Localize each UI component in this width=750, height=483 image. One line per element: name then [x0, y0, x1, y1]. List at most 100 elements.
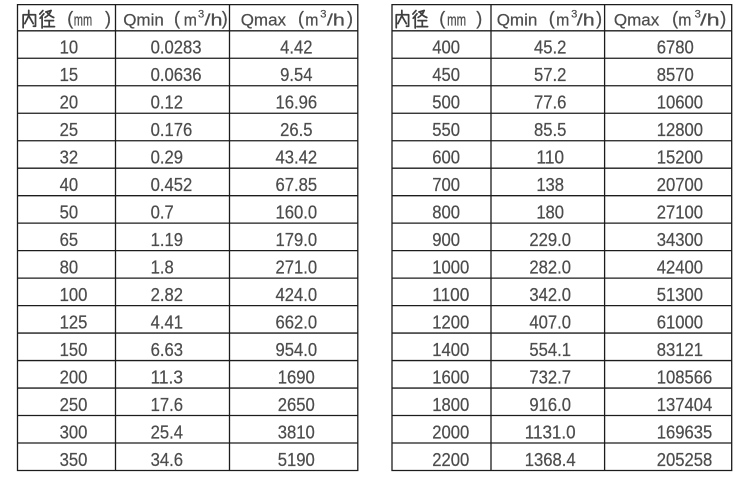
- svg-text:40: 40: [60, 175, 79, 195]
- svg-text:83121: 83121: [657, 340, 703, 360]
- svg-text:407.0: 407.0: [529, 313, 571, 333]
- svg-text:1131.0: 1131.0: [525, 422, 576, 442]
- svg-text:1000: 1000: [432, 258, 469, 278]
- svg-text:16.96: 16.96: [276, 93, 318, 113]
- svg-text:954.0: 954.0: [276, 340, 318, 360]
- svg-text:/h: /h: [577, 11, 595, 30]
- svg-text:1690: 1690: [278, 367, 315, 387]
- svg-text:45.2: 45.2: [534, 38, 566, 58]
- svg-text:5190: 5190: [278, 450, 315, 470]
- svg-text:43.42: 43.42: [276, 148, 318, 168]
- svg-text:450: 450: [432, 65, 460, 85]
- svg-text:110: 110: [536, 148, 564, 168]
- svg-text:179.0: 179.0: [276, 230, 318, 250]
- svg-text:Qmin: Qmin: [497, 11, 538, 30]
- svg-text:0.29: 0.29: [151, 148, 183, 168]
- svg-text:(: (: [174, 8, 180, 28]
- svg-text:51300: 51300: [657, 285, 703, 305]
- svg-text:10: 10: [60, 38, 79, 58]
- svg-text:): ): [347, 8, 353, 28]
- svg-text:67.85: 67.85: [276, 175, 318, 195]
- svg-text:(: (: [67, 8, 73, 28]
- svg-text:0.452: 0.452: [151, 175, 193, 195]
- svg-text:/h: /h: [205, 11, 223, 30]
- svg-text:42400: 42400: [657, 258, 703, 278]
- svg-text:27100: 27100: [657, 203, 703, 223]
- svg-text:2200: 2200: [432, 450, 469, 470]
- svg-text:10600: 10600: [657, 93, 703, 113]
- svg-text:1600: 1600: [432, 367, 469, 387]
- svg-text:150: 150: [60, 340, 88, 360]
- svg-text:554.1: 554.1: [529, 340, 571, 360]
- svg-text:400: 400: [432, 38, 460, 58]
- svg-text:662.0: 662.0: [276, 313, 318, 333]
- svg-text:): ): [596, 8, 602, 28]
- svg-text:1.19: 1.19: [151, 230, 183, 250]
- svg-text:6.63: 6.63: [151, 340, 183, 360]
- svg-text:(: (: [549, 8, 555, 28]
- svg-text:3: 3: [571, 8, 577, 20]
- svg-text:(: (: [298, 8, 304, 28]
- svg-text:80: 80: [60, 258, 79, 278]
- svg-text:8570: 8570: [657, 65, 694, 85]
- svg-text:15: 15: [60, 65, 79, 85]
- svg-text:342.0: 342.0: [529, 285, 571, 305]
- svg-text:11.3: 11.3: [151, 367, 183, 387]
- svg-text:15200: 15200: [657, 148, 703, 168]
- svg-text:160.0: 160.0: [276, 203, 318, 223]
- svg-text:Qmax: Qmax: [614, 11, 660, 30]
- svg-text:0.7: 0.7: [151, 203, 174, 223]
- svg-text:(: (: [672, 8, 678, 28]
- svg-text:25.4: 25.4: [151, 422, 183, 442]
- svg-text:169635: 169635: [657, 422, 713, 442]
- svg-text:m: m: [184, 11, 197, 30]
- svg-text:180: 180: [536, 203, 564, 223]
- svg-text:50: 50: [60, 203, 79, 223]
- svg-text:20: 20: [60, 93, 79, 113]
- svg-text:57.2: 57.2: [534, 65, 566, 85]
- svg-text:200: 200: [60, 367, 88, 387]
- svg-text:): ): [222, 8, 228, 28]
- svg-text:26.5: 26.5: [280, 120, 312, 140]
- svg-text:(: (: [439, 8, 445, 28]
- svg-text:1100: 1100: [432, 285, 469, 305]
- svg-text:3: 3: [320, 8, 326, 20]
- svg-text:2.82: 2.82: [151, 285, 183, 305]
- svg-text:77.6: 77.6: [534, 93, 566, 113]
- svg-text:138: 138: [536, 175, 564, 195]
- svg-text:1.8: 1.8: [151, 258, 174, 278]
- svg-text:Qmin: Qmin: [123, 11, 164, 30]
- svg-text:9.54: 9.54: [280, 65, 312, 85]
- svg-text:732.7: 732.7: [529, 367, 571, 387]
- svg-text:Qmax: Qmax: [241, 11, 287, 30]
- svg-text:6780: 6780: [657, 38, 694, 58]
- svg-text:100: 100: [60, 285, 88, 305]
- svg-text:900: 900: [432, 230, 460, 250]
- svg-text:20700: 20700: [657, 175, 703, 195]
- svg-text:65: 65: [60, 230, 79, 250]
- svg-text:17.6: 17.6: [151, 395, 183, 415]
- svg-text:600: 600: [432, 148, 460, 168]
- svg-text:229.0: 229.0: [529, 230, 571, 250]
- svg-text:1400: 1400: [432, 340, 469, 360]
- svg-text:916.0: 916.0: [529, 395, 571, 415]
- svg-text:1368.4: 1368.4: [525, 450, 576, 470]
- svg-text:): ): [720, 8, 726, 28]
- svg-text:0.0283: 0.0283: [151, 38, 202, 58]
- svg-text:2650: 2650: [278, 395, 315, 415]
- svg-text:3810: 3810: [278, 422, 315, 442]
- svg-text:3: 3: [198, 8, 204, 20]
- svg-text:125: 125: [60, 313, 88, 333]
- svg-text:4.42: 4.42: [280, 38, 312, 58]
- svg-text:61000: 61000: [657, 313, 703, 333]
- svg-text:mm: mm: [447, 11, 466, 30]
- svg-text:12800: 12800: [657, 120, 703, 140]
- svg-text:1200: 1200: [432, 313, 469, 333]
- svg-text:350: 350: [60, 450, 88, 470]
- svg-text:m: m: [678, 11, 691, 30]
- svg-text:108566: 108566: [657, 367, 713, 387]
- svg-text:85.5: 85.5: [534, 120, 566, 140]
- svg-text:m: m: [305, 11, 318, 30]
- svg-text:m: m: [556, 11, 569, 30]
- svg-text:): ): [476, 8, 482, 28]
